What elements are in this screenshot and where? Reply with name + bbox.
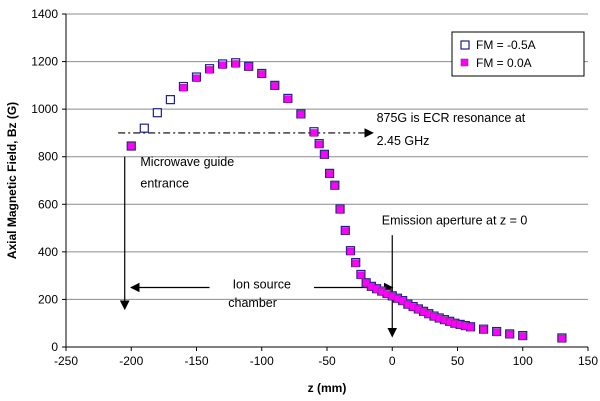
y-tick-label: 1000 xyxy=(31,102,58,116)
series1-point xyxy=(152,108,162,118)
legend-marker-series2 xyxy=(460,58,469,67)
y-tick-label: 200 xyxy=(38,292,58,306)
series2-point xyxy=(336,205,344,214)
y-axis-title: Axial Magnetic Field, Bz (G) xyxy=(5,102,19,259)
y-tick-label: 1200 xyxy=(31,55,58,69)
series2-point xyxy=(218,61,227,69)
x-tick-label: -50 xyxy=(318,354,336,368)
legend-box xyxy=(451,31,585,77)
series2-point xyxy=(258,70,266,78)
series2-point xyxy=(320,151,329,159)
series2-point xyxy=(245,63,253,71)
microwave-annotation-line1: Microwave guide xyxy=(140,155,234,169)
y-tick-label: 800 xyxy=(38,150,58,164)
aperture-annotation: Emission aperture at z = 0 xyxy=(382,214,528,228)
ecr-annotation-line2: 2.45 GHz xyxy=(377,134,430,148)
series2-point xyxy=(466,323,475,331)
x-tick-label: 50 xyxy=(451,354,465,368)
series2-point xyxy=(271,82,279,90)
series2-point xyxy=(492,328,501,336)
ion-annotation-line2: chamber xyxy=(228,296,277,310)
series2-point xyxy=(297,110,305,119)
series2-point xyxy=(315,140,323,149)
y-tick-label: 400 xyxy=(38,245,58,259)
ecr-annotation-line1: 875G is ECR resonance at xyxy=(377,111,526,125)
x-tick-label: -250 xyxy=(54,354,78,368)
series1-point xyxy=(165,95,175,105)
data-points xyxy=(126,58,567,343)
series2-point xyxy=(357,271,365,279)
series2-point xyxy=(341,227,349,235)
series2-point xyxy=(127,142,135,150)
x-tick-label: 100 xyxy=(513,354,533,368)
x-tick-label: -150 xyxy=(184,354,208,368)
series1-point xyxy=(139,123,149,133)
x-axis-title: z (mm) xyxy=(308,381,347,395)
series2-point xyxy=(284,95,292,103)
x-tick-label: 150 xyxy=(578,354,598,368)
legend-label-series2: FM = 0.0A xyxy=(476,56,532,70)
x-tick-label: 0 xyxy=(389,354,396,368)
legend: FM = -0.5A FM = 0.0A xyxy=(451,31,585,77)
series2-point xyxy=(325,170,334,178)
series2-point xyxy=(205,66,214,74)
series2-point xyxy=(331,182,339,190)
x-tick-label: -200 xyxy=(119,354,143,368)
ion-annotation-line1: Ion source xyxy=(233,278,291,292)
series2-point xyxy=(346,247,355,256)
microwave-annotation-line2: entrance xyxy=(140,177,189,191)
series2-point xyxy=(558,334,566,343)
legend-marker-series1 xyxy=(460,40,470,50)
legend-label-series1: FM = -0.5A xyxy=(476,38,536,52)
y-tick-label: 600 xyxy=(38,197,58,211)
y-tick-label: 0 xyxy=(51,340,58,354)
series2-point xyxy=(479,325,488,334)
series2-point xyxy=(310,129,318,137)
series2-point xyxy=(192,74,201,82)
y-tick-label: 1400 xyxy=(31,7,58,21)
series2-point xyxy=(231,60,240,68)
series2-point xyxy=(179,84,188,92)
series2-point xyxy=(505,330,514,339)
annotations: 875G is ECR resonance at 2.45 GHz Microwav… xyxy=(118,111,528,338)
x-tick-label: -100 xyxy=(250,354,274,368)
series2-point xyxy=(352,259,360,267)
series2-point xyxy=(519,332,527,340)
